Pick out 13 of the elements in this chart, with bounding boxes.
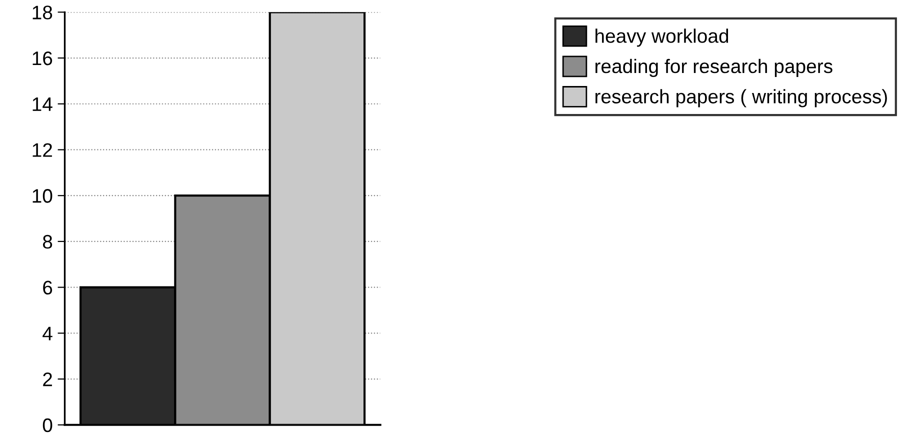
legend-label: research papers ( writing process) [595,89,887,108]
legend-label: reading for research papers [595,58,832,78]
legend-label: heavy workload [596,28,728,47]
y-tick-label: 14 [32,98,52,111]
y-tick-label: 0 [42,418,52,432]
y-tick-label: 8 [42,234,52,249]
y-tick-label: 10 [32,189,52,203]
y-tick-label: 4 [42,326,52,340]
y-tick-label: 6 [43,280,52,295]
y-tick-label: 2 [43,372,52,386]
y-tick-label: 12 [32,143,52,157]
y-tick-label: 16 [32,51,52,66]
y-tick-label: 18 [32,6,52,20]
